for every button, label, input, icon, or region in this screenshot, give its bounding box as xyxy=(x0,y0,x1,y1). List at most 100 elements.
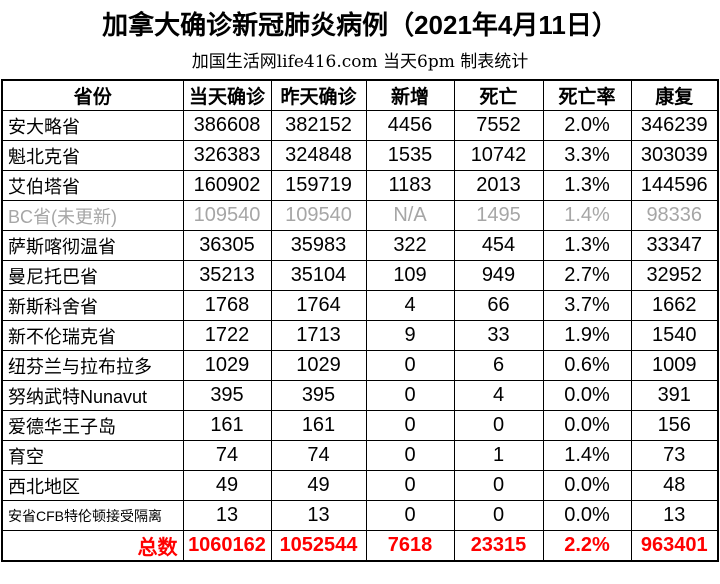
value-cell: 2013 xyxy=(453,170,544,201)
province-name-cell: 努纳武特Nunavut xyxy=(1,380,184,411)
value-cell: 35104 xyxy=(270,260,367,291)
value-cell: 3.3% xyxy=(542,140,632,171)
value-cell: 49 xyxy=(270,470,367,501)
value-cell: 1768 xyxy=(182,290,272,321)
value-cell: 23315 xyxy=(453,530,544,562)
value-cell: 32952 xyxy=(630,260,719,291)
value-cell: 1060162 xyxy=(182,530,272,562)
value-cell: 33347 xyxy=(630,230,719,261)
value-cell: 1764 xyxy=(270,290,367,321)
value-cell: 13 xyxy=(630,500,719,531)
value-cell: 1.3% xyxy=(542,170,632,201)
value-cell: 1722 xyxy=(182,320,272,351)
column-header-deaths: 死亡 xyxy=(453,79,544,111)
province-name-cell: 新斯科舍省 xyxy=(1,290,184,321)
province-name-cell: 安省CFB特伦顿接受隔离 xyxy=(1,500,184,531)
value-cell: 346239 xyxy=(630,110,719,141)
column-header-new: 新增 xyxy=(365,79,455,111)
value-cell: 326383 xyxy=(182,140,272,171)
province-name-cell: 艾伯塔省 xyxy=(1,170,184,201)
value-cell: 156 xyxy=(630,410,719,441)
value-cell: 36305 xyxy=(182,230,272,261)
province-name-cell: 新不伦瑞克省 xyxy=(1,320,184,351)
value-cell: 161 xyxy=(182,410,272,441)
value-cell: 0 xyxy=(365,350,455,381)
value-cell: 0 xyxy=(365,500,455,531)
value-cell: 160902 xyxy=(182,170,272,201)
value-cell: 109540 xyxy=(182,200,272,231)
value-cell: 109540 xyxy=(270,200,367,231)
value-cell: 48 xyxy=(630,470,719,501)
table-row: 新不伦瑞克省 1722 1713 9 33 1.9% 1540 xyxy=(1,320,719,351)
province-name-cell: BC省(未更新) xyxy=(1,200,184,231)
value-cell: 322 xyxy=(365,230,455,261)
value-cell: 1009 xyxy=(630,350,719,381)
value-cell: 324848 xyxy=(270,140,367,171)
value-cell: 1535 xyxy=(365,140,455,171)
value-cell: 98336 xyxy=(630,200,719,231)
province-name-cell: 纽芬兰与拉布拉多 xyxy=(1,350,184,381)
table-row: 爱德华王子岛 161 161 0 0 0.0% 156 xyxy=(1,410,719,441)
value-cell: 303039 xyxy=(630,140,719,171)
total-label-cell: 总数 xyxy=(1,530,184,562)
value-cell: 395 xyxy=(270,380,367,411)
province-name-cell: 西北地区 xyxy=(1,470,184,501)
value-cell: 1495 xyxy=(453,200,544,231)
province-name-cell: 萨斯喀彻温省 xyxy=(1,230,184,261)
value-cell: 7552 xyxy=(453,110,544,141)
value-cell: 13 xyxy=(182,500,272,531)
value-cell: 0.0% xyxy=(542,500,632,531)
value-cell: 395 xyxy=(182,380,272,411)
value-cell: 35983 xyxy=(270,230,367,261)
value-cell: 454 xyxy=(453,230,544,261)
value-cell: 74 xyxy=(182,440,272,471)
table-row: 努纳武特Nunavut 395 395 0 4 0.0% 391 xyxy=(1,380,719,411)
value-cell: 2.2% xyxy=(542,530,632,562)
value-cell: 0.0% xyxy=(542,380,632,411)
value-cell: 0 xyxy=(453,410,544,441)
value-cell: 13 xyxy=(270,500,367,531)
value-cell: 1029 xyxy=(182,350,272,381)
value-cell: 1029 xyxy=(270,350,367,381)
table-row: 西北地区 49 49 0 0 0.0% 48 xyxy=(1,470,719,501)
total-row: 总数 1060162 1052544 7618 23315 2.2% 963401 xyxy=(1,530,719,562)
value-cell: 10742 xyxy=(453,140,544,171)
value-cell: 159719 xyxy=(270,170,367,201)
value-cell: 0 xyxy=(365,440,455,471)
value-cell: 0 xyxy=(453,500,544,531)
value-cell: 386608 xyxy=(182,110,272,141)
value-cell: 4 xyxy=(453,380,544,411)
value-cell: 0.6% xyxy=(542,350,632,381)
value-cell: 382152 xyxy=(270,110,367,141)
value-cell: 74 xyxy=(270,440,367,471)
province-name-cell: 魁北克省 xyxy=(1,140,184,171)
column-header-recovered: 康复 xyxy=(630,79,719,111)
value-cell: 35213 xyxy=(182,260,272,291)
value-cell: N/A xyxy=(365,200,455,231)
value-cell: 963401 xyxy=(630,530,719,562)
table-row: 纽芬兰与拉布拉多 1029 1029 0 6 0.6% 1009 xyxy=(1,350,719,381)
table-row: 安大略省 386608 382152 4456 7552 2.0% 346239 xyxy=(1,110,719,141)
value-cell: 3.7% xyxy=(542,290,632,321)
table-row: 安省CFB特伦顿接受隔离 13 13 0 0 0.0% 13 xyxy=(1,500,719,531)
value-cell: 1.3% xyxy=(542,230,632,261)
value-cell: 0.0% xyxy=(542,410,632,441)
column-header-province: 省份 xyxy=(1,79,184,111)
value-cell: 144596 xyxy=(630,170,719,201)
page-subtitle: 加国生活网life416.com 当天6pm 制表统计 xyxy=(191,52,529,72)
value-cell: 0 xyxy=(365,410,455,441)
province-name-cell: 安大略省 xyxy=(1,110,184,141)
value-cell: 391 xyxy=(630,380,719,411)
value-cell: 0 xyxy=(365,470,455,501)
table-row: 萨斯喀彻温省 36305 35983 322 454 1.3% 33347 xyxy=(1,230,719,261)
value-cell: 7618 xyxy=(365,530,455,562)
value-cell: 2.0% xyxy=(542,110,632,141)
value-cell: 161 xyxy=(270,410,367,441)
province-name-cell: 爱德华王子岛 xyxy=(1,410,184,441)
value-cell: 1052544 xyxy=(270,530,367,562)
province-name-cell: 曼尼托巴省 xyxy=(1,260,184,291)
value-cell: 1183 xyxy=(365,170,455,201)
value-cell: 1662 xyxy=(630,290,719,321)
value-cell: 66 xyxy=(453,290,544,321)
province-name-cell: 育空 xyxy=(1,440,184,471)
